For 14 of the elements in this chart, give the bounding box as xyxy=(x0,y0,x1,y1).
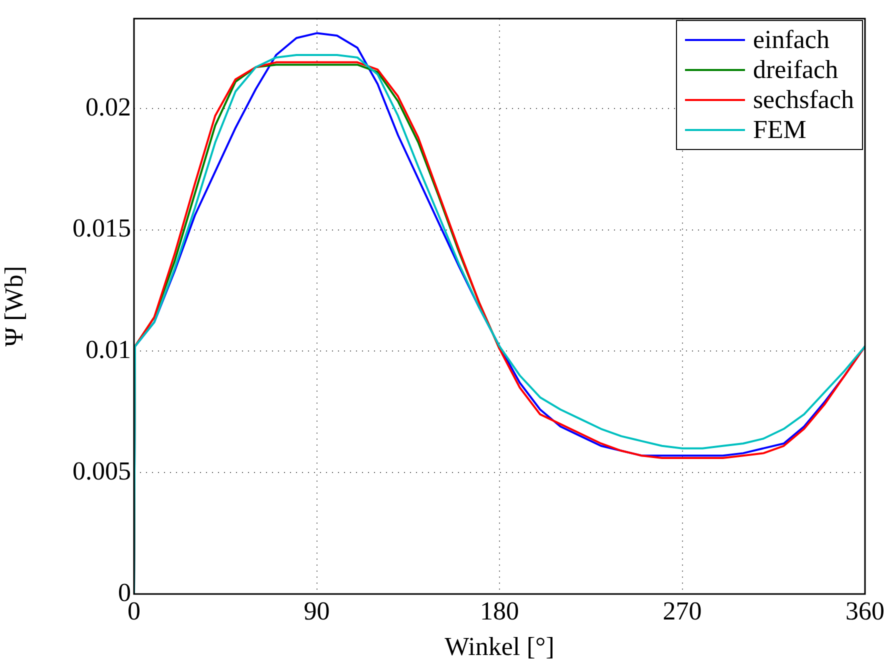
legend-label: FEM xyxy=(752,115,806,145)
x-tick-label: 270 xyxy=(662,596,702,626)
x-tick-label: 360 xyxy=(846,596,884,626)
legend-label: einfach xyxy=(752,25,830,55)
x-tick-label: 180 xyxy=(480,596,519,626)
y-tick-label: 0.01 xyxy=(86,335,131,364)
y-tick-label: 0.02 xyxy=(86,92,131,122)
y-tick-label: 0.015 xyxy=(72,214,131,243)
x-axis-title: Winkel [°] xyxy=(444,632,554,662)
x-tick-label: 90 xyxy=(304,596,330,626)
y-axis-title: Ψ [Wb] xyxy=(0,266,28,347)
y-tick-label: 0.005 xyxy=(72,456,131,486)
legend-label: sechsfach xyxy=(752,85,854,115)
legend-label: dreifach xyxy=(752,55,838,85)
